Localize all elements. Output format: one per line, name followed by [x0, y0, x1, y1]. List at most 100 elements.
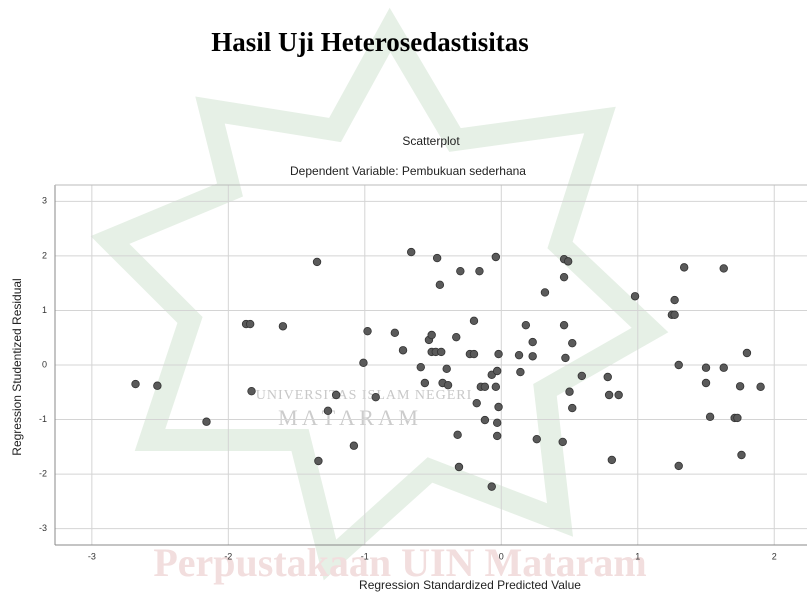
point — [517, 368, 525, 376]
point — [428, 331, 436, 339]
watermark-city: M A T A R A M — [278, 405, 418, 430]
point — [522, 321, 530, 329]
chart-subtitle: Dependent Variable: Pembukuan sederhana — [290, 164, 526, 178]
point — [702, 379, 710, 387]
point — [578, 372, 586, 380]
point — [470, 317, 478, 325]
point — [493, 432, 501, 440]
point — [417, 363, 425, 371]
point — [702, 364, 710, 372]
page: Hasil Uji Heterosedastisitas UNIVERSITAS… — [0, 0, 808, 597]
point — [675, 361, 683, 369]
point — [680, 264, 688, 272]
point — [559, 438, 567, 446]
point — [248, 387, 256, 395]
point — [437, 348, 445, 356]
x-axis-label: Regression Standardized Predicted Value — [359, 578, 581, 592]
point — [470, 350, 478, 358]
x-tick-label: -1 — [361, 551, 369, 561]
point — [675, 462, 683, 470]
x-tick-label: -3 — [88, 551, 96, 561]
point — [457, 267, 465, 275]
point — [495, 403, 503, 411]
point — [560, 321, 568, 329]
point — [515, 351, 523, 359]
point — [738, 451, 746, 459]
point — [452, 333, 460, 341]
x-tick-label: 0 — [499, 551, 504, 561]
point — [706, 413, 714, 421]
point — [529, 338, 537, 346]
point — [399, 346, 407, 354]
point — [736, 382, 744, 390]
point — [481, 383, 489, 391]
point — [332, 391, 340, 399]
x-tick-label: 2 — [772, 551, 777, 561]
point — [604, 373, 612, 381]
point — [360, 359, 368, 367]
point — [444, 381, 452, 389]
point — [734, 414, 742, 422]
point — [364, 327, 372, 335]
point — [436, 281, 444, 289]
y-tick-label: 0 — [42, 359, 47, 369]
x-tick-label: -2 — [224, 551, 232, 561]
point — [315, 457, 323, 465]
point — [743, 349, 751, 357]
point — [492, 383, 500, 391]
point — [454, 431, 462, 439]
x-tick-label: 1 — [635, 551, 640, 561]
point — [631, 292, 639, 300]
point — [605, 391, 613, 399]
y-tick-label: -1 — [39, 414, 47, 424]
point — [407, 248, 415, 256]
y-axis-label: Regression Studentized Residual — [10, 278, 24, 455]
point — [720, 265, 728, 273]
watermark-star — [110, 30, 650, 560]
y-tick-label: 3 — [42, 196, 47, 206]
point — [488, 483, 496, 491]
point — [493, 419, 501, 427]
point — [492, 253, 500, 261]
point — [391, 329, 399, 337]
y-tick-label: 1 — [42, 305, 47, 315]
point — [493, 367, 501, 375]
point — [246, 320, 254, 328]
point — [203, 418, 211, 426]
point — [421, 379, 429, 387]
point — [350, 442, 358, 450]
point — [455, 463, 463, 471]
point — [541, 289, 549, 297]
point — [720, 364, 728, 372]
point — [533, 435, 541, 443]
point — [132, 380, 140, 388]
point — [495, 350, 503, 358]
point — [481, 416, 489, 424]
point — [433, 254, 441, 262]
chart-title: Scatterplot — [402, 134, 460, 148]
point — [324, 407, 332, 415]
point — [615, 391, 623, 399]
point — [443, 365, 451, 373]
page-title: Hasil Uji Heterosedastisitas — [211, 27, 528, 57]
point — [473, 399, 481, 407]
point — [568, 339, 576, 347]
point — [279, 322, 287, 330]
point — [566, 388, 574, 396]
point — [562, 354, 570, 362]
point — [372, 393, 380, 401]
point — [564, 258, 572, 266]
point — [568, 404, 576, 412]
point — [671, 296, 679, 304]
point — [313, 258, 321, 266]
point — [757, 383, 765, 391]
point — [529, 352, 537, 360]
point — [154, 382, 162, 390]
point — [608, 456, 616, 464]
point — [560, 273, 568, 281]
point — [476, 267, 484, 275]
watermark-university: UNIVERSITAS ISLAM NEGERI — [256, 388, 473, 403]
point — [671, 311, 679, 319]
y-tick-label: -2 — [39, 468, 47, 478]
y-tick-label: -3 — [39, 523, 47, 533]
